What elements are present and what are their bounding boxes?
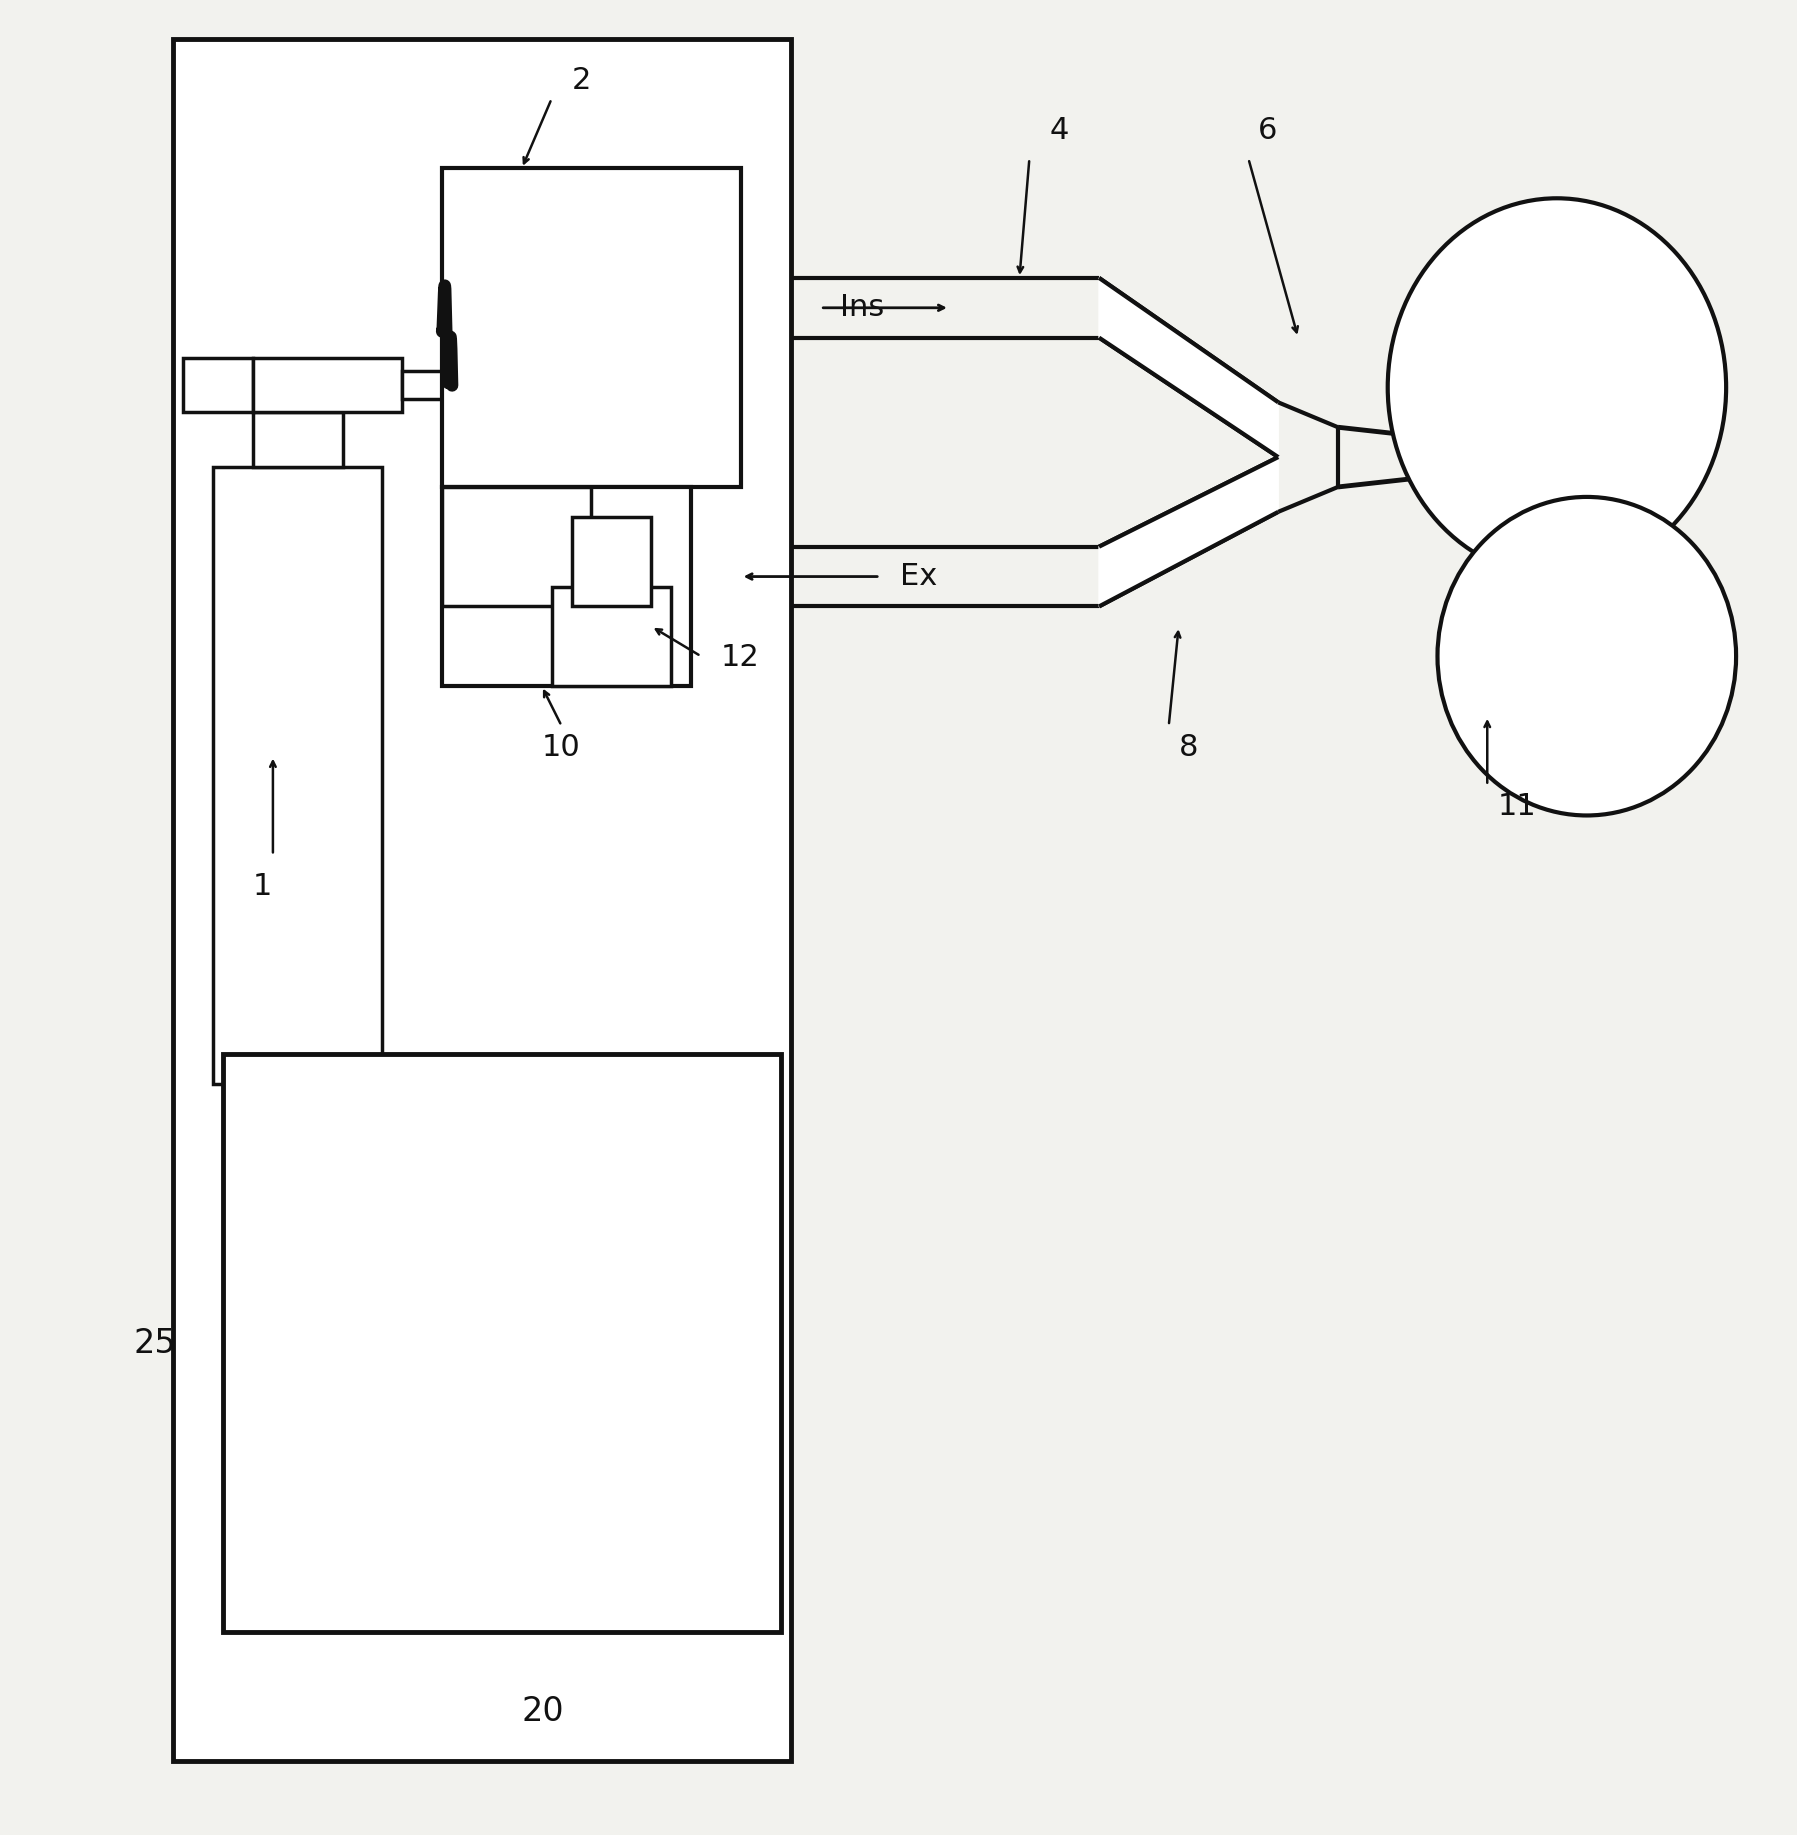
Text: 25: 25: [133, 1327, 176, 1360]
Text: CONTROL: CONTROL: [343, 1389, 491, 1417]
Text: Ins: Ins: [841, 294, 884, 323]
Text: Ex: Ex: [900, 562, 938, 591]
Bar: [173, 39, 791, 1762]
Bar: [442, 169, 740, 486]
Polygon shape: [1100, 457, 1278, 606]
Text: 12: 12: [721, 642, 760, 672]
Text: 2: 2: [571, 66, 591, 95]
Text: 11: 11: [1497, 793, 1536, 822]
Text: P I: P I: [288, 1118, 329, 1151]
Text: 8: 8: [1179, 732, 1199, 762]
Text: CONTROLLER: CONTROLLER: [288, 1217, 456, 1240]
Text: UNIT: UNIT: [383, 1488, 455, 1518]
Polygon shape: [1100, 277, 1278, 457]
Bar: [253, 358, 403, 413]
Bar: [262, 1064, 760, 1314]
Bar: [223, 1055, 780, 1631]
Text: 1: 1: [253, 872, 273, 901]
Bar: [262, 1314, 760, 1602]
Ellipse shape: [1387, 198, 1727, 576]
Bar: [214, 468, 383, 1084]
Bar: [571, 517, 651, 606]
Text: 4: 4: [1049, 116, 1069, 145]
Bar: [183, 358, 253, 413]
Bar: [442, 486, 692, 686]
Bar: [403, 371, 453, 400]
Bar: [442, 486, 591, 606]
Text: 10: 10: [541, 732, 580, 762]
Text: 6: 6: [1258, 116, 1278, 145]
Bar: [253, 413, 343, 468]
Bar: [552, 587, 670, 686]
Text: 20: 20: [521, 1696, 564, 1729]
Ellipse shape: [1438, 497, 1736, 815]
